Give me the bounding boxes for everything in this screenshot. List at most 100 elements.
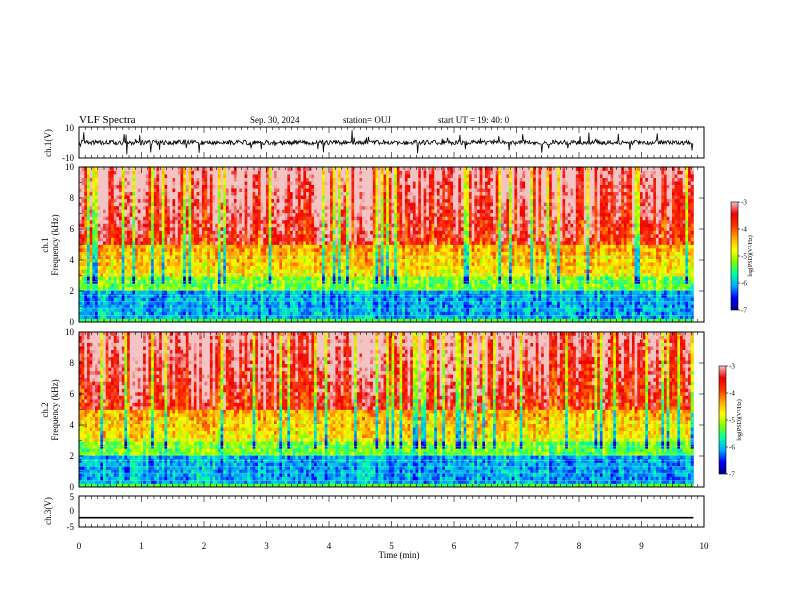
spectrogram-cell: [167, 244, 171, 249]
spectrogram-cell: [199, 219, 203, 224]
spectrogram-cell: [175, 269, 179, 274]
spectrogram-cell: [212, 174, 216, 178]
spectrogram-cell: [185, 314, 189, 319]
spectrogram-cell: [103, 262, 107, 267]
spectrogram-cell: [332, 230, 336, 235]
spectrogram-cell: [212, 269, 216, 274]
spectrogram-cell: [249, 290, 254, 295]
spectrogram-cell: [263, 265, 267, 270]
spectrogram-cell: [362, 297, 366, 302]
spectrogram-cell: [335, 251, 339, 256]
spectrogram-cell: [330, 181, 334, 186]
spectrogram-cell: [228, 251, 232, 256]
spectrogram-cell: [295, 167, 299, 171]
spectrogram-cell: [217, 188, 221, 193]
spectrogram-cell: [169, 205, 173, 210]
spectrogram-cell: [183, 167, 187, 171]
spectrogram-cell: [100, 283, 104, 288]
spectrogram-cell: [215, 265, 219, 270]
spectrogram-cell: [172, 283, 176, 288]
spectrogram-cell: [199, 300, 203, 305]
spectrogram-cell: [193, 184, 197, 189]
spectrogram-cell: [129, 318, 133, 323]
spectrogram-cell: [348, 170, 352, 175]
spectrogram-cell: [145, 202, 149, 207]
spectrogram-cell: [244, 191, 248, 196]
spectrogram-cell: [156, 195, 160, 200]
spectrogram-cell: [220, 198, 224, 203]
spectrogram-cell: [271, 283, 275, 288]
spectrogram-cell: [97, 276, 101, 281]
spectrogram-cell: [105, 212, 109, 217]
spectrogram-cell: [111, 283, 115, 288]
spectrogram-cell: [180, 212, 184, 217]
spectrogram-cell: [196, 223, 200, 228]
spectrogram-cell: [241, 209, 246, 214]
spectrogram-cell: [343, 311, 347, 316]
spectrogram-cell: [89, 237, 93, 242]
spectrogram-cell: [137, 258, 141, 263]
spectrogram-cell: [343, 226, 347, 231]
spectrogram-cell: [351, 311, 355, 316]
spectrogram-cell: [351, 283, 355, 288]
spectrogram-cell: [244, 244, 248, 249]
spectrogram-cell: [306, 212, 310, 217]
spectrogram-cell: [121, 174, 125, 178]
spectrogram-cell: [113, 205, 117, 210]
spectrogram-cell: [79, 318, 83, 323]
spectrogram-cell: [204, 216, 208, 221]
spectrogram-cell: [225, 212, 229, 217]
spectrogram-cell: [212, 283, 216, 288]
spectrogram-cell: [335, 269, 339, 274]
spectrogram-cell: [201, 304, 205, 309]
spectrogram-cell: [255, 248, 259, 252]
spectrogram-cell: [129, 205, 133, 210]
spectrogram-cell: [255, 212, 259, 217]
spectrogram-cell: [311, 177, 315, 182]
spectrogram-cell: [306, 307, 310, 312]
spectrogram-cell: [164, 174, 168, 178]
spectrogram-cell: [316, 177, 320, 182]
spectrogram-cell: [135, 191, 139, 196]
spectrogram-cell: [290, 202, 294, 207]
spectrogram-cell: [164, 304, 168, 309]
spectrogram-cell: [172, 167, 176, 171]
spectrogram-cell: [108, 237, 112, 242]
spectrogram-cell: [287, 283, 291, 288]
spectrogram-cell: [169, 212, 173, 217]
spectrogram-cell: [260, 300, 264, 305]
spectrogram-cell: [244, 318, 248, 323]
spectrogram-cell: [89, 184, 93, 189]
spectrogram-cell: [148, 233, 152, 238]
spectrogram-cell: [362, 262, 366, 267]
spectrogram-cell: [185, 262, 189, 267]
spectrogram-cell: [290, 230, 294, 235]
spectrogram-cell: [335, 177, 339, 182]
spectrogram-cell: [124, 251, 128, 256]
spectrogram-cell: [193, 307, 197, 312]
spectrogram-cell: [196, 212, 200, 217]
spectrogram-cell: [135, 202, 139, 207]
spectrogram-cell: [97, 212, 101, 217]
spectrogram-cell: [113, 272, 117, 277]
spectrogram-cell: [252, 209, 256, 214]
spectrogram-cell: [367, 311, 371, 316]
spectrogram-cell: [239, 233, 243, 238]
spectrogram-cell: [364, 212, 368, 217]
spectrogram-cell: [241, 304, 246, 309]
spectrogram-cell: [228, 226, 232, 231]
spectrogram-cell: [81, 216, 85, 221]
spectrogram-cell: [284, 230, 288, 235]
spectrogram-cell: [282, 269, 286, 274]
spectrogram-cell: [193, 167, 197, 171]
spectrogram-cell: [156, 181, 160, 186]
spectrogram-cell: [215, 230, 219, 235]
spectrogram-cell: [137, 251, 141, 256]
spectrogram-cell: [362, 314, 366, 319]
spectrogram-cell: [161, 237, 165, 242]
spectrogram-cell: [204, 297, 208, 302]
spectrogram-cell: [362, 251, 366, 256]
spectrogram-cell: [223, 318, 227, 323]
spectrogram-cell: [225, 209, 229, 214]
spectrogram-cell: [292, 258, 296, 263]
